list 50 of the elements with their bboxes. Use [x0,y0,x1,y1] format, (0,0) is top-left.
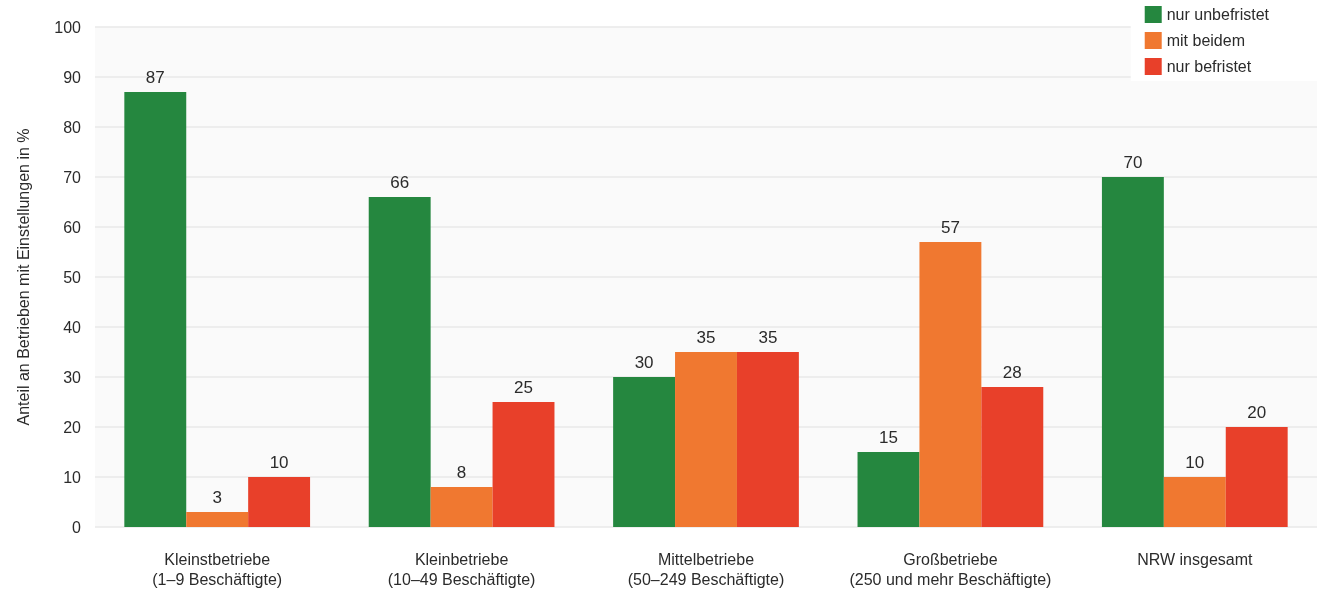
y-axis-title: Anteil an Betrieben mit Einstellungen in % [14,128,32,426]
y-tick-label: 20 [63,418,82,436]
data-label: 15 [879,428,898,447]
data-label: 10 [1185,453,1205,472]
bar [613,377,676,527]
y-tick-label: 60 [63,218,82,236]
y-tick-label: 30 [63,368,82,386]
bar [430,487,493,527]
data-label: 25 [514,378,533,397]
y-tick-label: 10 [63,468,82,486]
bar [736,352,799,527]
data-label: 35 [696,328,716,347]
bar [492,402,555,527]
bar [675,352,737,527]
data-label: 87 [145,68,165,87]
y-tick-label: 0 [72,518,82,536]
data-label: 28 [1002,363,1022,382]
y-tick-label: 80 [63,118,82,136]
bar [1225,427,1288,527]
y-tick-label: 90 [63,68,82,86]
data-label: 10 [269,453,289,472]
data-label: 35 [758,328,778,347]
data-label: 30 [634,353,654,372]
legend-label: nur unbefristet [1166,6,1270,23]
bar [857,452,920,527]
y-tick-label: 40 [63,318,82,336]
x-tick-label: Kleinbetriebe (10–49 Beschäftigte) [387,550,536,588]
data-label: 66 [390,173,410,192]
bar [248,477,311,527]
legend-label: mit beidem [1166,32,1245,49]
x-tick-label: Kleinstbetriebe (1–9 Beschäftigte) [152,550,283,588]
data-label: 57 [940,218,960,237]
data-label: 70 [1123,153,1143,172]
y-tick-label: 70 [63,168,82,186]
data-label: 8 [456,463,467,482]
bar [186,512,249,527]
data-label: 3 [212,488,222,507]
bar [919,242,982,527]
bar [1163,477,1226,527]
legend-label: nur befristet [1166,58,1252,75]
bar [981,387,1044,527]
bar [368,197,431,527]
x-tick-label: NRW insgesamt [1137,550,1253,568]
y-tick-label: 100 [54,18,82,36]
y-tick-label: 50 [63,268,82,286]
x-tick-label: Mittelbetriebe (50–249 Beschäftigte) [627,550,785,588]
data-label: 20 [1247,403,1267,422]
x-tick-label: Großbetriebe (250 und mehr Beschäftigte) [849,550,1052,588]
bar [124,92,187,527]
bar [1101,177,1164,527]
